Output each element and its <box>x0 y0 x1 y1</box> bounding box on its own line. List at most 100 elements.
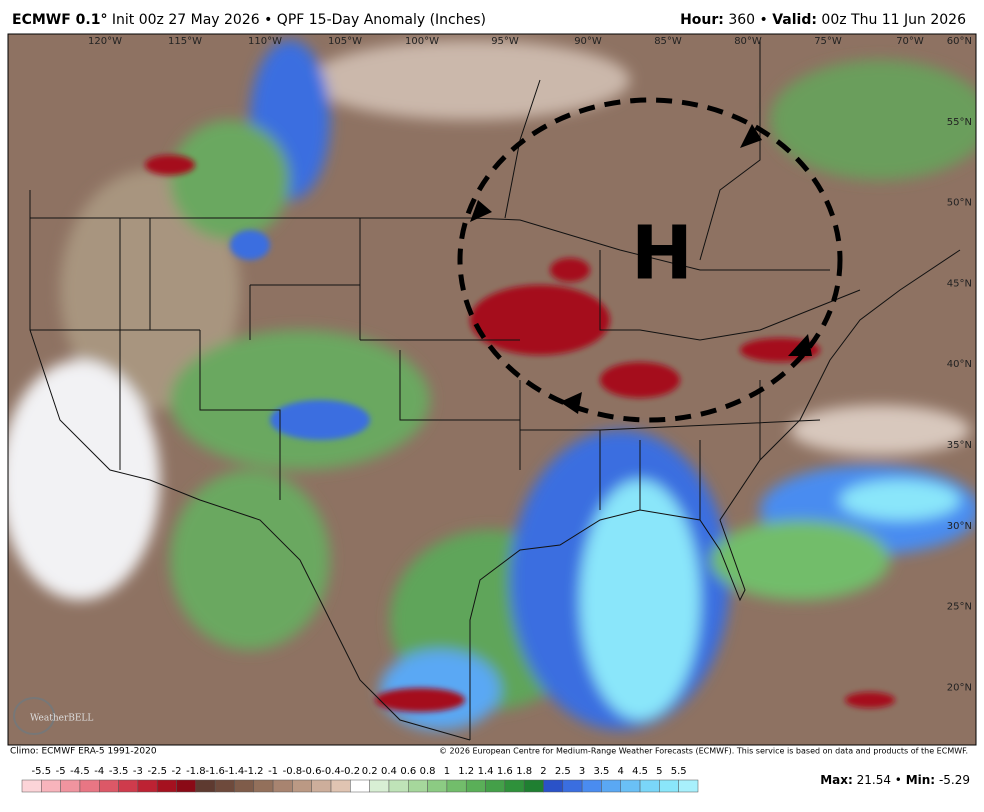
colorbar-label: 1.8 <box>516 766 532 777</box>
colorbar-label: -1.2 <box>244 766 264 777</box>
colorbar-swatch <box>504 779 525 793</box>
colorbar-swatch <box>620 779 641 793</box>
colorbar-label: 0.4 <box>381 766 397 777</box>
colorbar-swatch <box>678 779 699 793</box>
colorbar-label: -2.5 <box>147 766 167 777</box>
colorbar-label: 5.5 <box>671 766 687 777</box>
colorbar-swatch <box>272 779 293 793</box>
colorbar-label: -0.8 <box>283 766 303 777</box>
colorbar-swatch <box>465 779 486 793</box>
lon-label: 90°W <box>574 36 602 47</box>
colorbar-label: -1.8 <box>186 766 206 777</box>
lon-label: 80°W <box>734 36 762 47</box>
colorbar-label: -5 <box>56 766 66 777</box>
header-left: ECMWF 0.1° Init 00z 27 May 2026 • QPF 15… <box>12 12 486 28</box>
colorbar-swatch <box>369 779 390 793</box>
hour-label: Hour: <box>680 12 724 28</box>
colorbar-swatch <box>427 779 448 793</box>
lat-label: 55°N <box>947 117 972 128</box>
colorbar-swatch <box>408 779 428 793</box>
colorbar-label: 1 <box>444 766 450 777</box>
colorbar-label: -3 <box>133 766 143 777</box>
colorbar-label: -0.4 <box>321 766 341 777</box>
lat-label: 60°N <box>947 36 972 47</box>
max: 21.54 • <box>857 773 902 787</box>
colorbar-swatch <box>639 779 660 793</box>
colorbar-label: 4 <box>618 766 624 777</box>
lon-label: 105°W <box>328 36 362 47</box>
colorbar-swatch <box>311 779 332 793</box>
colorbar-swatch <box>214 779 235 793</box>
colorbar-label: 3.5 <box>593 766 609 777</box>
copyright: © 2026 European Centre for Medium-Range … <box>439 747 968 756</box>
max-label: Max: <box>820 773 853 787</box>
lat-label: 35°N <box>947 440 972 451</box>
lon-label: 75°W <box>814 36 842 47</box>
colorbar-swatch <box>446 779 467 793</box>
valid-time: 00z Thu 11 Jun 2026 <box>821 12 966 28</box>
colorbar-swatch <box>388 779 409 793</box>
map: H 120°W 115°W 110°W 105°W 100°W 95°W 90°W 85°W 8… <box>8 34 976 745</box>
circulation <box>457 97 843 423</box>
high-label: H <box>631 211 693 297</box>
colorbar-swatch <box>253 779 274 793</box>
colorbar-swatch <box>137 779 158 793</box>
logo-icon <box>13 697 55 735</box>
colorbar-swatch <box>523 779 544 793</box>
colorbar-swatch <box>581 779 602 793</box>
min-label: Min: <box>906 773 935 787</box>
lat-label: 25°N <box>947 602 972 613</box>
colorbar-swatch <box>292 779 312 793</box>
colorbar-label: 2 <box>540 766 546 777</box>
lon-label: 120°W <box>88 36 122 47</box>
colorbar-label: -3.5 <box>109 766 129 777</box>
lon-label: 70°W <box>896 36 924 47</box>
colorbar-label: 4.5 <box>632 766 648 777</box>
colorbar-label: 1.4 <box>478 766 494 777</box>
colorbar: -5.5 -5 -4.5 -4 -3.5 -3 -2.5 -2 -1.8 -1.6 -1.4 -1.2… <box>21 766 699 793</box>
header-right: Hour: 360 • Valid: 00z Thu 11 Jun 2026 <box>680 12 966 28</box>
min: -5.29 <box>939 773 970 787</box>
map-frame <box>7 33 977 746</box>
lon-label: 115°W <box>168 36 202 47</box>
lat-label: 30°N <box>947 521 972 532</box>
model: ECMWF 0.1° <box>12 12 107 28</box>
colorbar-swatch <box>118 779 139 793</box>
colorbar-swatch <box>601 779 621 793</box>
arrows <box>470 124 812 414</box>
valid-label: Valid: <box>772 12 817 28</box>
logo: WeatherBELL <box>30 714 93 724</box>
lon-label: 85°W <box>654 36 682 47</box>
colorbar-label: -2 <box>172 766 182 777</box>
colorbar-label: -4 <box>94 766 104 777</box>
colorbar-label: -1.6 <box>205 766 225 777</box>
colorbar-swatch <box>21 779 42 793</box>
colorbar-swatch <box>330 779 351 793</box>
colorbar-label: -1 <box>268 766 278 777</box>
hour: 360 • <box>728 12 767 28</box>
colorbar-label: -0.2 <box>341 766 361 777</box>
lat-label: 40°N <box>947 359 972 370</box>
run-info: Init 00z 27 May 2026 • QPF 15-Day Anomal… <box>112 12 486 28</box>
colorbar-label: -4.5 <box>70 766 90 777</box>
colorbar-swatch <box>543 779 564 793</box>
colorbar-swatch <box>41 779 61 793</box>
colorbar-label: 0.8 <box>420 766 436 777</box>
colorbar-label: 2.5 <box>555 766 571 777</box>
colorbar-swatch <box>659 779 679 793</box>
colorbar-label: 5 <box>656 766 662 777</box>
colorbar-label: 1.2 <box>458 766 474 777</box>
colorbar-swatch <box>176 779 197 793</box>
colorbar-swatch <box>350 779 370 793</box>
colorbar-swatch <box>562 779 583 793</box>
colorbar-swatch <box>156 779 177 793</box>
stats: Max: 21.54 • Min: -5.29 <box>820 773 970 787</box>
colorbar-label: -5.5 <box>32 766 52 777</box>
colorbar-swatch <box>234 779 255 793</box>
colorbar-swatch <box>60 779 81 793</box>
colorbar-swatch <box>99 779 119 793</box>
lon-label: 95°W <box>491 36 519 47</box>
colorbar-label: 3 <box>579 766 585 777</box>
lon-label: 110°W <box>248 36 282 47</box>
